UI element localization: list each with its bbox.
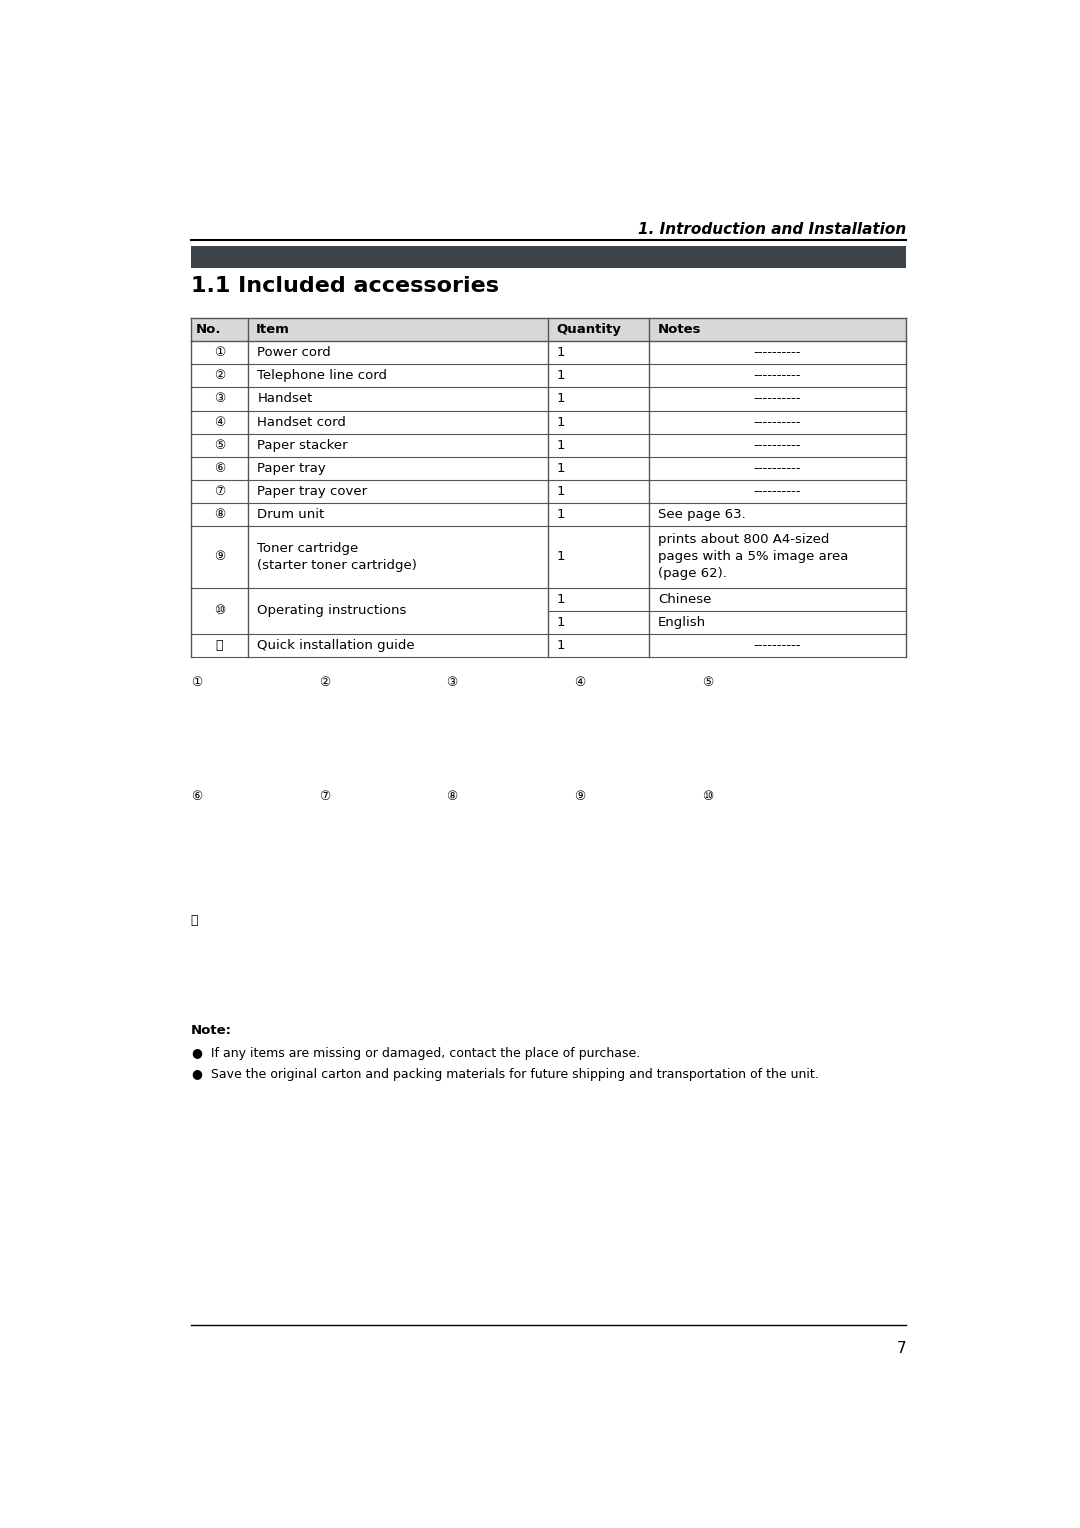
- Text: See page 63.: See page 63.: [658, 507, 745, 521]
- Text: 1: 1: [556, 393, 565, 405]
- Text: ③: ③: [214, 393, 225, 405]
- Text: Handset: Handset: [257, 393, 313, 405]
- Text: ⑪: ⑪: [191, 914, 199, 927]
- Text: 1: 1: [556, 507, 565, 521]
- Text: Paper stacker: Paper stacker: [257, 439, 348, 452]
- Text: Notes: Notes: [658, 322, 701, 336]
- Text: No.: No.: [195, 322, 221, 336]
- Text: Power cord: Power cord: [257, 347, 332, 359]
- Text: 1: 1: [556, 370, 565, 382]
- Text: ⑧: ⑧: [446, 790, 458, 804]
- Bar: [191, 246, 906, 267]
- Text: ----------: ----------: [754, 416, 801, 428]
- Text: Chinese: Chinese: [658, 593, 712, 605]
- Text: Item: Item: [256, 322, 289, 336]
- Text: Telephone line cord: Telephone line cord: [257, 370, 388, 382]
- Text: ④: ④: [214, 416, 225, 428]
- Text: ⑪: ⑪: [216, 639, 224, 652]
- Text: Paper tray: Paper tray: [257, 461, 326, 475]
- Text: ③: ③: [446, 677, 458, 689]
- Text: 7: 7: [896, 1340, 906, 1355]
- Text: ----------: ----------: [754, 370, 801, 382]
- Text: ④: ④: [575, 677, 585, 689]
- Text: 1: 1: [556, 484, 565, 498]
- Text: 1.1 Included accessories: 1.1 Included accessories: [191, 275, 499, 296]
- Text: ----------: ----------: [754, 347, 801, 359]
- Text: ⑩: ⑩: [702, 790, 714, 804]
- Text: prints about 800 A4-sized
pages with a 5% image area
(page 62).: prints about 800 A4-sized pages with a 5…: [658, 533, 848, 581]
- Text: Paper tray cover: Paper tray cover: [257, 484, 367, 498]
- Text: 1. Introduction and Installation: 1. Introduction and Installation: [638, 222, 906, 237]
- Text: 1: 1: [556, 593, 565, 605]
- Text: Quick installation guide: Quick installation guide: [257, 639, 415, 652]
- Text: ⑥: ⑥: [191, 790, 202, 804]
- Text: ⑥: ⑥: [214, 461, 225, 475]
- Text: ●  Save the original carton and packing materials for future shipping and transp: ● Save the original carton and packing m…: [192, 1068, 819, 1082]
- Text: Drum unit: Drum unit: [257, 507, 325, 521]
- Text: 1: 1: [556, 461, 565, 475]
- Text: 1: 1: [556, 616, 565, 628]
- Text: 1: 1: [556, 416, 565, 428]
- Text: ----------: ----------: [754, 393, 801, 405]
- Bar: [191, 318, 906, 341]
- Text: Operating instructions: Operating instructions: [257, 604, 407, 617]
- Text: ⑨: ⑨: [214, 550, 225, 564]
- Text: English: English: [658, 616, 706, 628]
- Text: 1: 1: [556, 639, 565, 652]
- Text: Toner cartridge
(starter toner cartridge): Toner cartridge (starter toner cartridge…: [257, 542, 417, 571]
- Text: ⑦: ⑦: [214, 484, 225, 498]
- Text: ②: ②: [214, 370, 225, 382]
- Text: ----------: ----------: [754, 639, 801, 652]
- Text: ●  If any items are missing or damaged, contact the place of purchase.: ● If any items are missing or damaged, c…: [192, 1047, 640, 1060]
- Text: Handset cord: Handset cord: [257, 416, 347, 428]
- Text: 1: 1: [556, 550, 565, 564]
- Text: ①: ①: [191, 677, 202, 689]
- Text: ----------: ----------: [754, 439, 801, 452]
- Text: ----------: ----------: [754, 461, 801, 475]
- Text: ⑤: ⑤: [702, 677, 714, 689]
- Text: ⑦: ⑦: [319, 790, 329, 804]
- Text: ⑨: ⑨: [575, 790, 585, 804]
- Text: 1: 1: [556, 439, 565, 452]
- Text: ⑩: ⑩: [214, 604, 225, 617]
- Text: ----------: ----------: [754, 484, 801, 498]
- Text: ⑤: ⑤: [214, 439, 225, 452]
- Text: ⑧: ⑧: [214, 507, 225, 521]
- Text: ②: ②: [319, 677, 329, 689]
- Text: 1: 1: [556, 347, 565, 359]
- Text: ①: ①: [214, 347, 225, 359]
- Text: Note:: Note:: [191, 1024, 232, 1038]
- Text: Quantity: Quantity: [556, 322, 621, 336]
